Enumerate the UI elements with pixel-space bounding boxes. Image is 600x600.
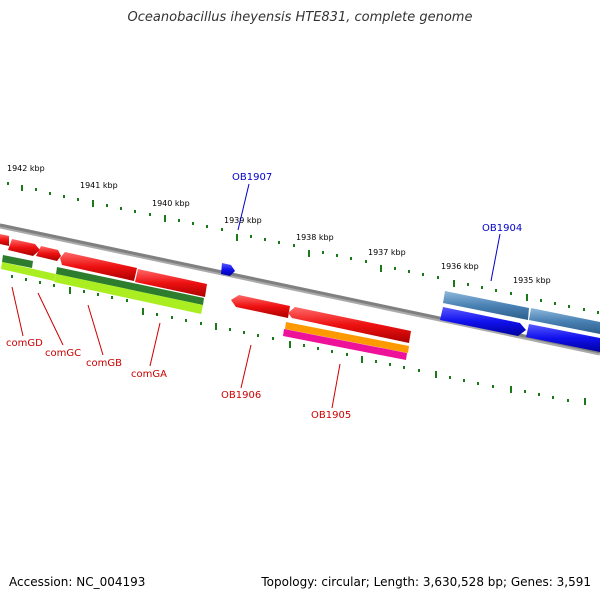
track-orange <box>285 322 409 353</box>
genome-stats-text: Topology: circular; Length: 3,630,528 bp… <box>261 575 591 589</box>
gene-comGB[interactable] <box>60 252 137 281</box>
ruler-label-1938: 1938 kbp <box>296 233 334 242</box>
ruler-label-1942: 1942 kbp <box>7 164 45 173</box>
label-OB1906[interactable]: OB1906 <box>221 390 261 401</box>
gene-comGC[interactable] <box>36 246 61 261</box>
track-green-light-1 <box>1 262 56 281</box>
ruler-label-1941: 1941 kbp <box>80 181 118 190</box>
gene-blue-2[interactable] <box>526 324 600 352</box>
leader-lines-red <box>11 286 341 409</box>
label-comGB[interactable]: comGB <box>86 358 122 369</box>
label-OB1907[interactable]: OB1907 <box>232 172 272 183</box>
leader-lines-blue <box>237 183 501 282</box>
track-green-dark-2 <box>56 267 204 305</box>
ruler-label-1937: 1937 kbp <box>368 248 406 257</box>
gene-comGD[interactable] <box>8 239 40 256</box>
ruler-label-1935: 1935 kbp <box>513 276 551 285</box>
ruler-ticks-upper <box>7 182 599 314</box>
label-comGC[interactable]: comGC <box>45 348 81 359</box>
accession-text: Accession: NC_004193 <box>9 575 146 589</box>
gene-OB1905[interactable] <box>288 307 411 343</box>
gene-blue-1[interactable] <box>440 307 526 336</box>
map-title: Oceanobacillus iheyensis HTE831, complet… <box>127 10 473 25</box>
gene-red-partial[interactable] <box>0 234 9 246</box>
label-comGD[interactable]: comGD <box>6 338 43 349</box>
ruler-ticks-lower <box>11 275 586 405</box>
track-magenta <box>283 329 407 360</box>
ruler-label-1936: 1936 kbp <box>441 262 479 271</box>
label-OB1904[interactable]: OB1904 <box>482 223 522 234</box>
gene-OB1907[interactable] <box>221 263 235 276</box>
gene-OB1904[interactable] <box>529 308 600 334</box>
label-comGA[interactable]: comGA <box>131 369 167 380</box>
track-green-dark-1 <box>2 255 33 268</box>
ruler-label-1940: 1940 kbp <box>152 199 190 208</box>
ruler-label-1939: 1939 kbp <box>224 216 262 225</box>
gene-comGA[interactable] <box>135 269 207 297</box>
label-OB1905[interactable]: OB1905 <box>311 410 351 421</box>
gene-steel-1[interactable] <box>443 291 529 320</box>
gene-OB1906[interactable] <box>231 295 290 318</box>
track-green-light-2 <box>54 274 203 314</box>
